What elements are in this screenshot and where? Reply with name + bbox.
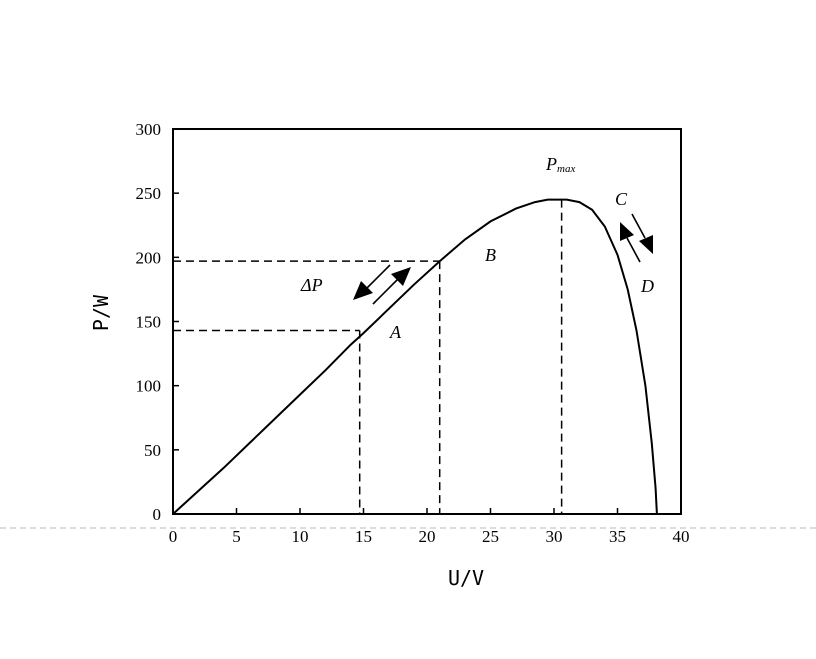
x-tick-label: 5 bbox=[232, 527, 241, 546]
label-pmax-main: P bbox=[545, 154, 557, 174]
x-tick-label: 15 bbox=[355, 527, 372, 546]
reference-lines bbox=[173, 199, 563, 514]
y-tick-label: 250 bbox=[136, 184, 162, 203]
x-tick-label: 35 bbox=[609, 527, 626, 546]
label-a: A bbox=[389, 322, 402, 342]
arrow-down-left bbox=[353, 264, 391, 300]
y-tick-label: 100 bbox=[136, 377, 162, 396]
arrow-up-left bbox=[620, 222, 641, 263]
label-b: B bbox=[485, 245, 496, 265]
x-tick-label: 20 bbox=[419, 527, 436, 546]
y-tick-label: 0 bbox=[153, 505, 162, 524]
y-tick-label: 200 bbox=[136, 248, 162, 267]
label-pmax-sub: max bbox=[557, 163, 575, 175]
x-tick-label: 25 bbox=[482, 527, 499, 546]
y-tick-label: 150 bbox=[136, 313, 162, 332]
label-d: D bbox=[640, 276, 654, 296]
pv-curve-line bbox=[172, 198, 658, 515]
arrow-down-right bbox=[631, 213, 653, 254]
y-axis-title: P/W bbox=[89, 294, 113, 331]
x-tick-label: 0 bbox=[169, 527, 178, 546]
x-axis-title: U/V bbox=[448, 566, 484, 590]
x-tick-label: 10 bbox=[292, 527, 309, 546]
arrow-up-right bbox=[372, 267, 411, 305]
y-tick-label: 300 bbox=[136, 120, 162, 139]
y-axis-ticks: 0 50 100 150 200 250 300 bbox=[136, 120, 179, 524]
x-tick-label: 40 bbox=[673, 527, 690, 546]
x-axis-ticks: 0 5 10 15 20 25 30 35 40 bbox=[169, 508, 690, 546]
x-tick-label: 30 bbox=[546, 527, 563, 546]
label-delta-p: ΔP bbox=[300, 275, 323, 295]
y-tick-label: 50 bbox=[144, 441, 161, 460]
label-pmax: Pmax bbox=[545, 154, 575, 175]
label-c: C bbox=[615, 189, 628, 209]
plot-frame bbox=[172, 128, 682, 515]
